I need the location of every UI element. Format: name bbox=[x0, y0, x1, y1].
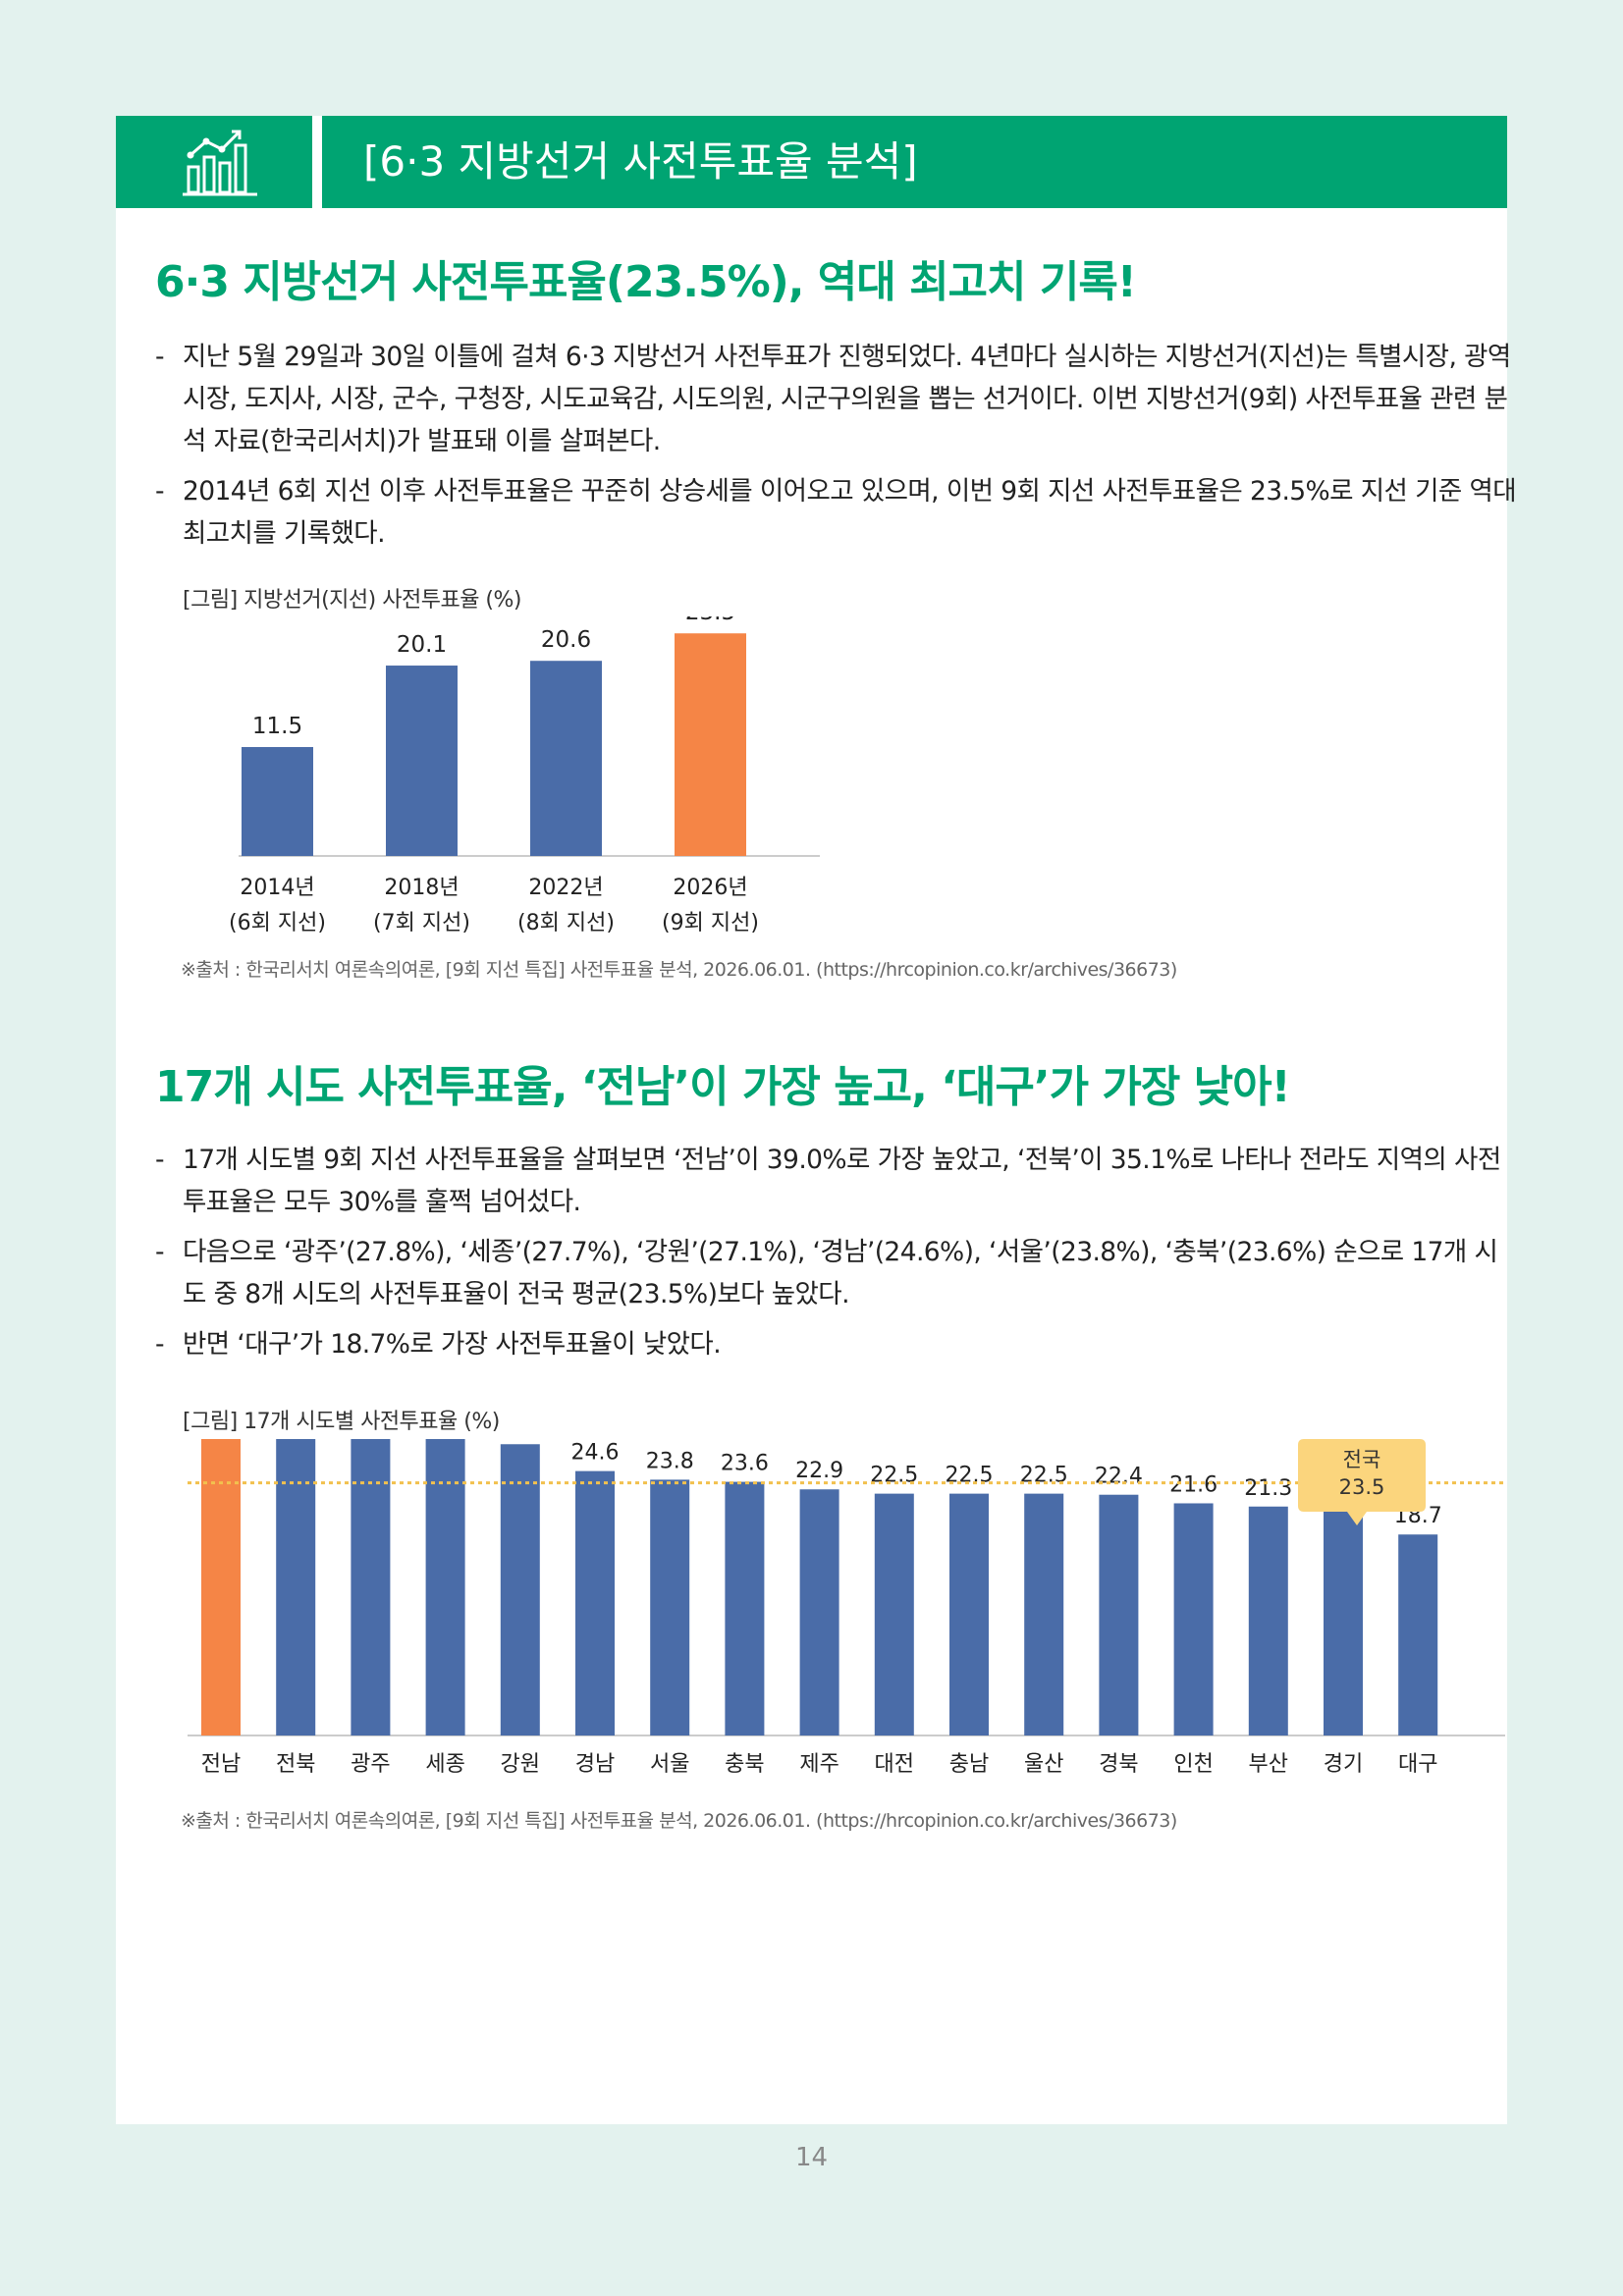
section2-bullets: -17개 시도별 9회 지선 사전투표율을 살펴보면 ‘전남’이 39.0%로 … bbox=[155, 1139, 1520, 1373]
header-title: [6·3 지방선거 사전투표율 분석] bbox=[363, 137, 918, 186]
section1-bullet-2: -2014년 6회 지선 이후 사전투표율은 꾸준히 상승세를 이어오고 있으며… bbox=[155, 476, 1517, 549]
chart1-bar bbox=[530, 661, 602, 856]
chart2-bar bbox=[1248, 1506, 1288, 1735]
chart2-bar bbox=[575, 1470, 615, 1735]
chart2-bar bbox=[1398, 1534, 1438, 1735]
chart2-category-label: 대구 bbox=[1398, 1752, 1437, 1777]
chart2-bar bbox=[425, 1439, 465, 1735]
chart2-category-label: 경남 bbox=[575, 1752, 615, 1777]
chart2-category-label: 전북 bbox=[276, 1752, 315, 1777]
chart2-category-label: 강원 bbox=[501, 1752, 540, 1777]
chart2-category-label: 충북 bbox=[725, 1752, 764, 1777]
chart2-bar bbox=[949, 1493, 989, 1735]
chart1-source: ※출처 : 한국리서치 여론속의여론, [9회 지선 특집] 사전투표율 분석,… bbox=[181, 959, 1177, 981]
chart2-category-label: 전남 bbox=[201, 1752, 241, 1777]
chart1-category-label: (6회 지선) bbox=[229, 911, 326, 935]
chart2-bar bbox=[650, 1479, 690, 1735]
chart2-bar bbox=[351, 1439, 391, 1735]
chart2-value-label: 24.6 bbox=[571, 1441, 620, 1466]
bar-chart-icon bbox=[183, 130, 257, 196]
chart2-category-label: 제주 bbox=[799, 1752, 839, 1777]
chart2-category-label: 세종 bbox=[425, 1752, 464, 1777]
chart2-value-label: 23.8 bbox=[646, 1449, 694, 1473]
chart2-category-label: 경기 bbox=[1324, 1752, 1363, 1777]
chart1-bar bbox=[675, 633, 746, 856]
header-bar: [6·3 지방선거 사전투표율 분석] bbox=[116, 116, 1507, 208]
chart2-callout-bubble bbox=[1298, 1439, 1426, 1525]
chart1-category-label: 2018년 bbox=[384, 876, 459, 900]
chart2-source: ※출처 : 한국리서치 여론속의여론, [9회 지선 특집] 사전투표율 분석,… bbox=[181, 1810, 1177, 1832]
page-number: 14 bbox=[794, 2143, 829, 2172]
chart1-value-label: 20.6 bbox=[541, 627, 591, 653]
chart1-caption: [그림] 지방선거(지선) 사전투표율 (%) bbox=[183, 588, 522, 613]
chart1-yearly-turnout: 11.5 2014년 (6회 지선) 20.1 2018년 (7회 지선) 20.6 2022… bbox=[229, 616, 820, 935]
chart2-bar bbox=[1024, 1493, 1064, 1735]
section2-bullet-3: - 반면 ‘대구’가 18.7%로 가장 사전투표율이 낮았다. bbox=[155, 1329, 722, 1360]
chart2-value-label: 22.4 bbox=[1095, 1465, 1143, 1489]
chart1-category-label: (7회 지선) bbox=[373, 911, 470, 935]
chart2-category-label: 울산 bbox=[1024, 1752, 1063, 1777]
chart1-category-label: (8회 지선) bbox=[517, 911, 615, 935]
chart2-bar bbox=[1099, 1494, 1139, 1735]
chart2-category-label: 서울 bbox=[650, 1752, 689, 1777]
chart1-value-label: 11.5 bbox=[252, 714, 302, 739]
chart2-bar bbox=[874, 1493, 914, 1735]
chart2-category-label: 경북 bbox=[1099, 1752, 1138, 1777]
chart2-value-label: 21.3 bbox=[1244, 1476, 1292, 1501]
header-icon-box bbox=[116, 116, 322, 208]
chart1-category-label: (9회 지선) bbox=[662, 911, 759, 935]
chart2-bar bbox=[1324, 1510, 1363, 1735]
section1-bullets: - 지난 5월 29일과 30일 이틀에 걸쳐 6·3 지방선거 사전투표가 진행… bbox=[155, 336, 1520, 562]
chart2-bar bbox=[500, 1444, 540, 1735]
chart2-bar bbox=[1173, 1503, 1214, 1735]
section2-heading: 17개 시도 사전투표율, ‘전남’이 가장 높고, ‘대구’가 가장 낮아! bbox=[155, 1062, 1291, 1112]
chart1-category-label: 2022년 bbox=[528, 876, 603, 900]
chart2-category-label: 대전 bbox=[875, 1752, 914, 1777]
page: [6·3 지방선거 사전투표율 분석] 6·3 지방선거 사전투표율(23.5%… bbox=[116, 116, 1517, 2124]
chart2-bar bbox=[276, 1439, 316, 1735]
chart1-bar bbox=[386, 666, 458, 856]
chart2-category-label: 인천 bbox=[1173, 1752, 1213, 1777]
chart1-bar bbox=[242, 747, 313, 856]
chart2-national-average-callout: 전국 23.5 bbox=[1298, 1439, 1426, 1525]
chart2-callout-label: 전국 bbox=[1343, 1448, 1381, 1471]
chart2-callout-label: 23.5 bbox=[1339, 1475, 1385, 1499]
chart2-value-label: 21.6 bbox=[1169, 1472, 1217, 1497]
chart1-value-label: 20.1 bbox=[397, 632, 447, 658]
section1-heading: 6·3 지방선거 사전투표율(23.5%), 역대 최고치 기록! bbox=[155, 257, 1137, 307]
section1-bullet-1: - 지난 5월 29일과 30일 이틀에 걸쳐 6·3 지방선거 사전투표가 진행… bbox=[155, 342, 1511, 456]
section2-bullet-2: - 다음으로 ‘광주’(27.8%), ‘세종’(27.7%), ‘강원’(27.… bbox=[155, 1237, 1498, 1309]
chart1-category-label: 2026년 bbox=[673, 876, 747, 900]
chart1-category-label: 2014년 bbox=[240, 876, 314, 900]
chart2-category-label: 광주 bbox=[351, 1752, 390, 1777]
chart2-bar bbox=[725, 1481, 765, 1735]
chart2-bar bbox=[799, 1489, 839, 1735]
chart2-caption: [그림] 17개 시도별 사전투표율 (%) bbox=[183, 1410, 500, 1434]
chart2-category-label: 충남 bbox=[949, 1752, 989, 1777]
chart2-value-label: 23.6 bbox=[721, 1452, 769, 1476]
chart2-value-label: 22.9 bbox=[795, 1459, 843, 1483]
chart2-bar bbox=[201, 1439, 241, 1735]
chart2-category-label: 부산 bbox=[1249, 1752, 1288, 1777]
section2-bullet-1: -17개 시도별 9회 지선 사전투표율을 살펴보면 ‘전남’이 39.0%로 … bbox=[155, 1145, 1501, 1217]
chart2-regional-turnout: 39.0전남35.1전북27.8광주27.7세종27.1강원24.6경남23.8… bbox=[188, 1439, 1505, 1777]
chart1-value-label: 23.5 bbox=[685, 616, 735, 625]
